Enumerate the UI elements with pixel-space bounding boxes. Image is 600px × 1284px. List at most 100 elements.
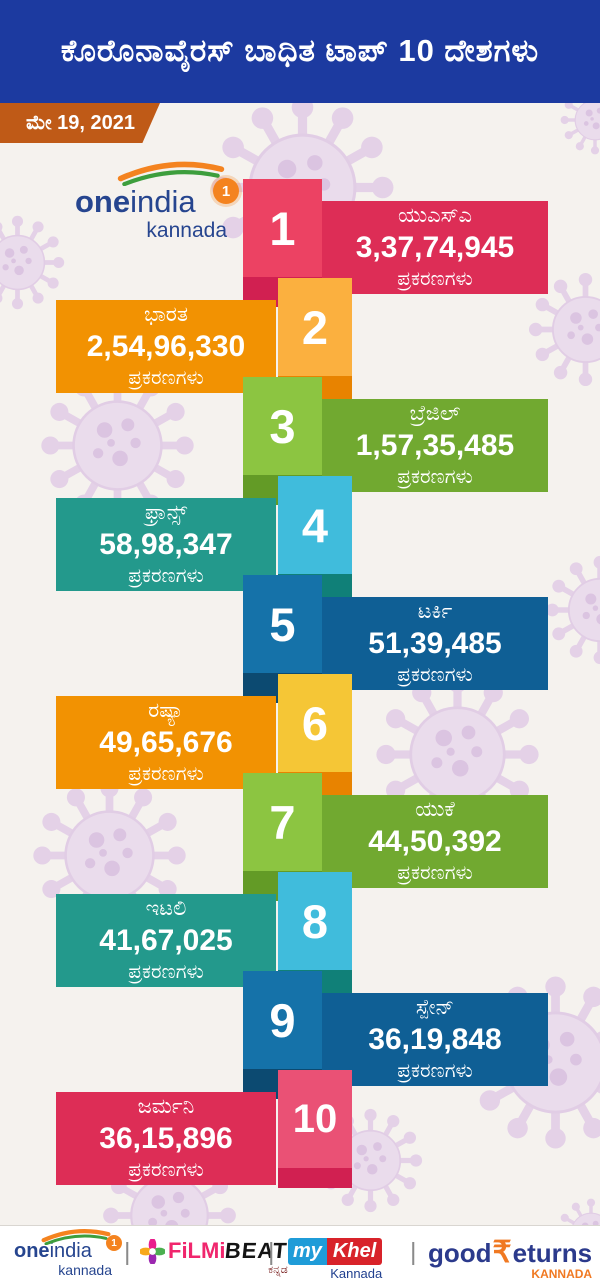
badge-number: 1: [111, 1237, 117, 1249]
cases-label: ಪ್ರಕರಣಗಳು: [397, 267, 473, 290]
country-box: ಜರ್ಮನಿ 36,15,896 ಪ್ರಕರಣಗಳು: [56, 1092, 276, 1185]
rank-block: 3: [243, 377, 322, 475]
oneindia-wordmark: oneindia: [75, 186, 245, 217]
footer-filmibeat-logo: FiLMi BEAT ಕನ್ನಡ: [140, 1238, 290, 1277]
country-name: ರಷ್ಯಾ: [148, 699, 184, 723]
oneindia-logo: oneindia 1 kannada: [75, 161, 245, 250]
brand-india: india: [130, 184, 196, 219]
country-name: ಬ್ರೆಜಿಲ್: [409, 402, 461, 426]
country-name: ಯುಎಸ್ಎ: [397, 204, 473, 228]
footer-separator: |: [124, 1238, 131, 1266]
rank-number: 3: [269, 399, 296, 453]
goodreturns-sub-text: KANNADA: [531, 1267, 593, 1281]
country-box: ಫ್ರಾನ್ಸ್ 58,98,347 ಪ್ರಕರಣಗಳು: [56, 498, 276, 591]
filmibeat-filmi-text: FiLMi: [168, 1238, 226, 1263]
date-text: ಮೇ 19, 2021: [26, 111, 135, 134]
country-box: ಯುಕೆ 44,50,392 ಪ್ರಕರಣಗಳು: [322, 795, 548, 888]
cases-count: 58,98,347: [99, 528, 233, 562]
brand-kannada: kannada: [146, 219, 227, 242]
brand-kannada: kannada: [58, 1262, 112, 1278]
footer-separator: |: [268, 1238, 275, 1266]
footer-oneindia-logo: oneindia 1 kannada: [14, 1229, 124, 1278]
rank-number: 8: [301, 894, 329, 948]
one-badge-icon: 1: [106, 1235, 122, 1251]
rank-block: 9: [243, 971, 322, 1069]
brand-one: one: [14, 1240, 50, 1262]
country-name: ಟರ್ಕಿ: [417, 600, 453, 624]
country-box: ರಷ್ಯಾ 49,65,676 ಪ್ರಕರಣಗಳು: [56, 696, 276, 789]
rank-number: 7: [269, 795, 296, 849]
cases-label: ಪ್ರಕರಣಗಳು: [128, 960, 204, 983]
brand-one: one: [75, 184, 131, 219]
rank-block: 8: [278, 872, 352, 970]
cases-count: 49,65,676: [99, 726, 233, 760]
rank-notch: [278, 1168, 352, 1188]
cases-count: 2,54,96,330: [86, 330, 246, 364]
filmibeat-sub-text: ಕನ್ನಡ: [268, 1264, 288, 1276]
cases-label: ಪ್ರಕರಣಗಳು: [128, 366, 204, 389]
virus-icon: [0, 215, 65, 310]
tricolor-swoosh-icon: [41, 1229, 111, 1245]
rank-block: 1: [243, 179, 322, 277]
rank-block: 4: [278, 476, 352, 574]
cases-count: 36,19,848: [368, 1023, 502, 1057]
footer-bar: oneindia 1 kannada | FiLMi BEAT ಕನ್ನಡ | m: [0, 1225, 600, 1284]
date-badge: ಮೇ 19, 2021: [0, 103, 160, 143]
cases-count: 3,37,74,945: [355, 231, 515, 265]
footer-mykhel-logo: my Khel Kannada: [288, 1238, 383, 1281]
rank-block: 2: [278, 278, 352, 376]
rank-number: 2: [301, 300, 329, 354]
tricolor-swoosh-icon: [117, 161, 225, 186]
oneindia-wordmark: oneindia: [14, 1241, 124, 1261]
country-name: ಜರ್ಮನಿ: [137, 1095, 195, 1119]
cases-label: ಪ್ರಕರಣಗಳು: [128, 1158, 204, 1181]
rank-number: 10: [292, 1096, 338, 1141]
rank-block: 7: [243, 773, 322, 871]
cases-label: ಪ್ರಕರಣಗಳು: [128, 564, 204, 587]
country-name: ಭಾರತ: [144, 303, 188, 327]
rank-block: 10: [278, 1070, 352, 1168]
country-name: ಸ್ಪೇನ್: [415, 996, 455, 1020]
goodreturns-good-text: good: [428, 1238, 492, 1268]
rupee-icon: ₹: [492, 1236, 512, 1269]
rank-number: 4: [301, 498, 329, 552]
country-box: ಯುಎಸ್ಎ 3,37,74,945 ಪ್ರಕರಣಗಳು: [322, 201, 548, 294]
cases-count: 36,15,896: [99, 1122, 233, 1156]
country-box: ಬ್ರೆಜಿಲ್ 1,57,35,485 ಪ್ರಕರಣಗಳು: [322, 399, 548, 492]
mykhel-sub-text: Kannada: [330, 1266, 383, 1281]
rank-number: 9: [269, 993, 296, 1047]
cases-label: ಪ್ರಕರಣಗಳು: [128, 762, 204, 785]
cases-count: 44,50,392: [368, 825, 502, 859]
rank-block: 5: [243, 575, 322, 673]
footer-separator: |: [410, 1238, 417, 1266]
country-box: ಭಾರತ 2,54,96,330 ಪ್ರಕರಣಗಳು: [56, 300, 276, 393]
country-box: ಟರ್ಕಿ 51,39,485 ಪ್ರಕರಣಗಳು: [322, 597, 548, 690]
mykhel-my-text: my: [288, 1238, 327, 1265]
rank-number: 5: [269, 597, 296, 651]
cases-label: ಪ್ರಕರಣಗಳು: [397, 465, 473, 488]
country-name: ಫ್ರಾನ್ಸ್: [144, 501, 188, 525]
one-badge-icon: 1: [213, 178, 239, 204]
page-title: ಕೊರೊನಾವೈರಸ್ ಬಾಧಿತ ಟಾಪ್ 10 ದೇಶಗಳು: [60, 33, 540, 68]
rank-number: 6: [301, 696, 329, 750]
rank-number: 1: [269, 201, 296, 255]
country-box: ಸ್ಪೇನ್ 36,19,848 ಪ್ರಕರಣಗಳು: [322, 993, 548, 1086]
mykhel-khel-text: Khel: [326, 1238, 383, 1265]
virus-icon: [545, 555, 600, 665]
badge-number: 1: [221, 182, 231, 200]
cases-label: ಪ್ರಕರಣಗಳು: [397, 1059, 473, 1082]
cases-count: 41,67,025: [99, 924, 233, 958]
cases-count: 1,57,35,485: [355, 429, 515, 463]
filmibeat-beat-text: BEAT: [224, 1238, 290, 1263]
country-name: ಯುಕೆ: [415, 798, 455, 822]
rank-block: 6: [278, 674, 352, 772]
brand-india: india: [49, 1240, 92, 1262]
goodreturns-eturns-text: eturns: [512, 1238, 593, 1268]
cases-label: ಪ್ರಕರಣಗಳು: [397, 861, 473, 884]
country-name: ಇಟಲಿ: [145, 897, 187, 921]
country-box: ಇಟಲಿ 41,67,025 ಪ್ರಕರಣಗಳು: [56, 894, 276, 987]
footer-goodreturns-logo: good ₹ eturns KANNADA: [428, 1235, 592, 1281]
header-banner: ಕೊರೊನಾವೈರಸ್ ಬಾಧಿತ ಟಾಪ್ 10 ದೇಶಗಳು: [0, 0, 600, 103]
filmibeat-star-icon: [140, 1238, 165, 1264]
